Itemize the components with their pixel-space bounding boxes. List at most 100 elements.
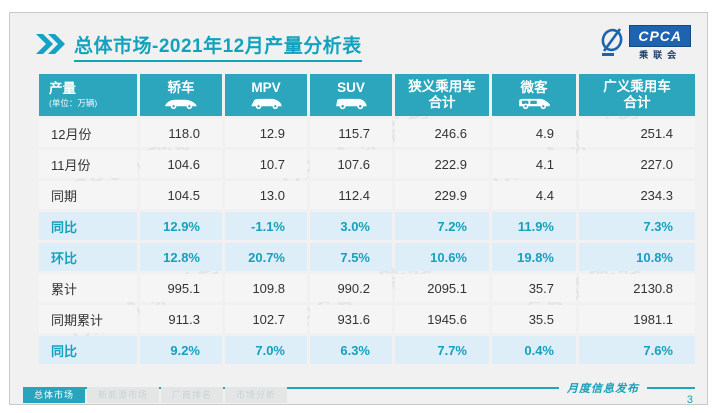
production-table: 产量 (单位：万辆) 轿车 MPV	[36, 71, 698, 367]
cell-value: 246.6	[395, 119, 489, 147]
cell-value: 13.0	[225, 181, 307, 209]
tab-overall-market[interactable]: 总体市场	[23, 387, 86, 403]
cell-value: 7.0%	[225, 336, 307, 364]
footer-caption: 月度信息发布	[567, 383, 639, 395]
table-row-same-period: 同期 104.5 13.0 112.4 229.9 4.4 234.3	[39, 181, 695, 209]
footer-divider	[24, 387, 559, 389]
row-label: 同比	[39, 336, 137, 364]
cell-value: 4.1	[492, 150, 576, 178]
cell-value: 3.0%	[310, 212, 392, 240]
van-icon	[492, 97, 576, 110]
cell-value: 995.1	[140, 274, 222, 302]
cell-value: 2095.1	[395, 274, 489, 302]
sedan-icon	[140, 97, 222, 110]
double-chevron-icon	[36, 33, 66, 59]
cell-value: 7.2%	[395, 212, 489, 240]
cell-value: 12.9%	[140, 212, 222, 240]
column-header-production: 产量 (单位：万辆)	[39, 74, 137, 116]
cell-value: -1.1%	[225, 212, 307, 240]
cell-value: 229.9	[395, 181, 489, 209]
cell-value: 10.6%	[395, 243, 489, 271]
table-row-yoy: 同比 12.9% -1.1% 3.0% 7.2% 11.9% 7.3%	[39, 212, 695, 240]
cell-value: 234.3	[579, 181, 695, 209]
column-header-broad-pv-total: 广义乘用车 合计	[579, 74, 695, 116]
cell-value: 0.4%	[492, 336, 576, 364]
cell-value: 112.4	[310, 181, 392, 209]
slide-card: CPCA 乘联会 CPCA 乘联会 CPCA 乘联会 CPCA 乘联会 CPCA…	[9, 12, 708, 405]
cell-value: 102.7	[225, 305, 307, 333]
table-header-row: 产量 (单位：万辆) 轿车 MPV	[39, 74, 695, 116]
cell-value: 10.8%	[579, 243, 695, 271]
cell-value: 107.6	[310, 150, 392, 178]
cell-value: 227.0	[579, 150, 695, 178]
cell-value: 251.4	[579, 119, 695, 147]
table-row-cumulative-same-period: 同期累计 911.3 102.7 931.6 1945.6 35.5 1981.…	[39, 305, 695, 333]
column-label: 广义乘用车	[603, 79, 671, 95]
footer-tabs: 总体市场 新能源市场 厂商排名 市场分析	[23, 387, 289, 403]
cell-value: 7.5%	[310, 243, 392, 271]
page-number: 3	[686, 394, 693, 405]
cell-value: 2130.8	[579, 274, 695, 302]
cpca-org-name: 乘联会	[639, 50, 682, 60]
cell-value: 1945.6	[395, 305, 489, 333]
cell-value: 104.5	[140, 181, 222, 209]
row-label: 12月份	[39, 119, 137, 147]
column-header-narrow-pv-total: 狭义乘用车 合计	[395, 74, 489, 116]
table-row-december: 12月份 118.0 12.9 115.7 246.6 4.9 251.4	[39, 119, 695, 147]
table-row-cumulative-yoy: 同比 9.2% 7.0% 6.3% 7.7% 0.4% 7.6%	[39, 336, 695, 364]
cell-value: 911.3	[140, 305, 222, 333]
production-label: 产量	[49, 81, 76, 97]
row-label: 同期累计	[39, 305, 137, 333]
cell-value: 6.3%	[310, 336, 392, 364]
cell-value: 4.4	[492, 181, 576, 209]
cell-value: 115.7	[310, 119, 392, 147]
column-header-sedan: 轿车	[140, 74, 222, 116]
cell-value: 11.9%	[492, 212, 576, 240]
row-label: 环比	[39, 243, 137, 271]
tab-nev-market[interactable]: 新能源市场	[87, 387, 160, 403]
column-sublabel: 合计	[428, 95, 456, 110]
row-label: 同比	[39, 212, 137, 240]
cell-value: 35.7	[492, 274, 576, 302]
row-label: 累计	[39, 274, 137, 302]
tab-oem-ranking[interactable]: 厂商排名	[161, 387, 224, 403]
cell-value: 1981.1	[579, 305, 695, 333]
table-row-november: 11月份 104.6 10.7 107.6 222.9 4.1 227.0	[39, 150, 695, 178]
cell-value: 20.7%	[225, 243, 307, 271]
title-bar: 总体市场-2021年12月产量分析表	[36, 29, 362, 63]
column-header-mpv: MPV	[225, 74, 307, 116]
suv-icon	[310, 97, 392, 110]
table-row-mom: 环比 12.8% 20.7% 7.5% 10.6% 19.8% 10.8%	[39, 243, 695, 271]
column-header-suv: SUV	[310, 74, 392, 116]
cell-value: 7.3%	[579, 212, 695, 240]
column-label: SUV	[337, 80, 365, 96]
mpv-icon	[225, 97, 307, 110]
cpca-logo: CPCA 乘联会	[599, 25, 691, 62]
column-label: 微客	[520, 80, 548, 96]
footer-divider	[647, 387, 695, 389]
column-label: MPV	[251, 80, 281, 96]
cell-value: 7.6%	[579, 336, 695, 364]
cpca-emblem-icon	[599, 27, 625, 62]
column-label: 轿车	[167, 80, 195, 96]
cell-value: 931.6	[310, 305, 392, 333]
column-label: 狭义乘用车	[408, 79, 476, 95]
cell-value: 35.5	[492, 305, 576, 333]
table-row-cumulative: 累计 995.1 109.8 990.2 2095.1 35.7 2130.8	[39, 274, 695, 302]
cell-value: 4.9	[492, 119, 576, 147]
row-label: 同期	[39, 181, 137, 209]
row-label: 11月份	[39, 150, 137, 178]
cell-value: 104.6	[140, 150, 222, 178]
column-header-microvan: 微客	[492, 74, 576, 116]
column-sublabel: 合计	[623, 95, 651, 110]
tab-market-analysis[interactable]: 市场分析	[225, 387, 288, 403]
footer-rule: 月度信息发布	[24, 382, 695, 395]
unit-note: (单位：万辆)	[49, 97, 98, 108]
cell-value: 222.9	[395, 150, 489, 178]
cell-value: 118.0	[140, 119, 222, 147]
cell-value: 12.8%	[140, 243, 222, 271]
cell-value: 109.8	[225, 274, 307, 302]
cell-value: 19.8%	[492, 243, 576, 271]
cell-value: 9.2%	[140, 336, 222, 364]
cpca-acronym: CPCA	[629, 25, 691, 47]
